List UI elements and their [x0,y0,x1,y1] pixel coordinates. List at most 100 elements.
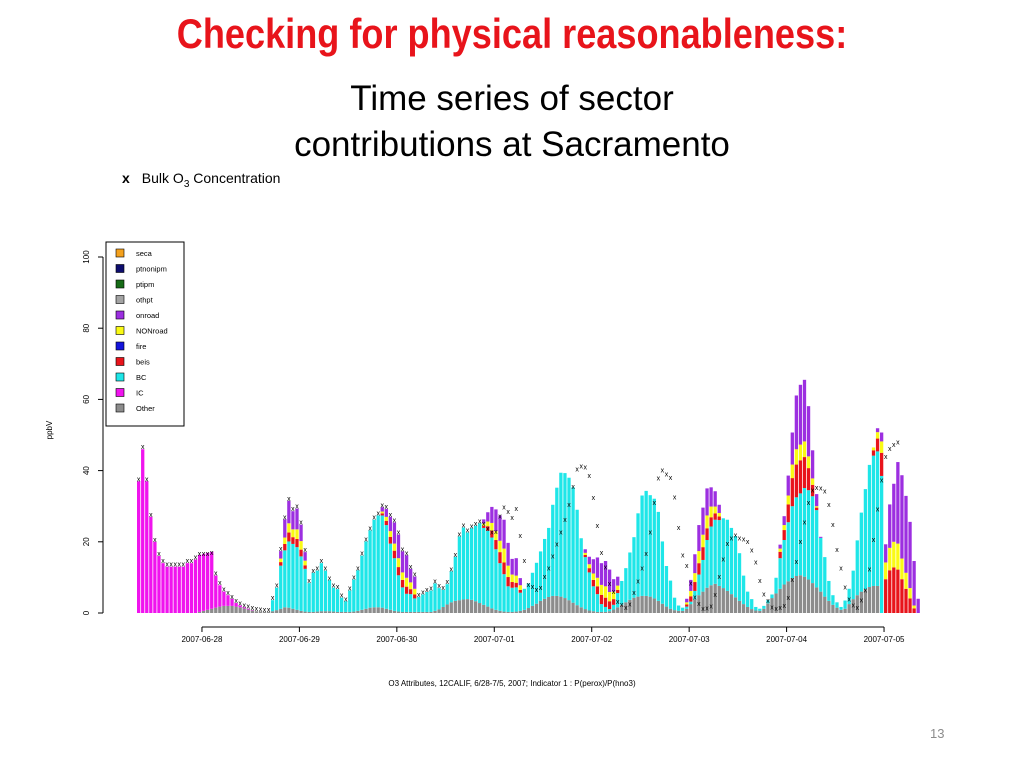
bar-segment-other [583,609,587,613]
bar-segment-other [591,611,596,613]
bar-segment-nonroad [806,456,811,469]
bar-segment-bc [766,600,770,604]
bar-segment-beis [409,589,413,595]
bulk-o3-marker: x [701,606,705,613]
bar-segment-other [823,596,827,613]
bulk-o3-marker: x [401,546,405,553]
bulk-o3-marker: x [531,584,535,591]
bar-segment-bc [465,532,470,600]
bar-segment-onroad [396,534,401,559]
bar-segment-bc [299,556,303,611]
bar-segment-other [242,608,246,613]
bar-segment-onroad [790,432,794,465]
bar-segment-bc [879,475,884,613]
bar-segment-other [327,611,332,613]
bar-segment-other [340,611,344,613]
bar-segment-bc [372,519,376,608]
bar-segment-bc [575,509,579,606]
bulk-o3-marker: x [778,605,782,612]
bulk-o3-marker: x [291,506,295,513]
bulk-o3-marker: x [575,466,579,473]
bar-segment-nonroad [291,529,295,538]
bar-segment-onroad [896,462,900,544]
bar-segment-bc [632,537,636,598]
bar-segment-beis [810,484,815,497]
bulk-o3-marker: x [255,606,259,613]
bar-segment-bc [360,555,364,610]
bar-segment-bc [559,472,563,597]
bulk-o3-marker: x [661,467,665,474]
bulk-o3-marker: x [316,566,320,573]
bar-segment-bc [603,606,608,612]
bar-segment-other [494,609,498,613]
bar-segment-nonroad [713,506,717,514]
bar-segment-onroad [786,475,790,496]
bulk-o3-marker: x [238,601,242,608]
bar-segment-bc [729,527,734,595]
bar-segment-other [218,606,222,613]
bar-segment-bc [538,551,543,601]
bar-segment-beis [591,579,596,587]
bar-segment-ic [141,449,145,613]
legend-label: ptipm [136,280,154,289]
bar-segment-bc [417,596,421,612]
bar-segment-nonroad [482,523,486,526]
bulk-o3-marker: x [409,564,413,571]
bar-segment-ic [238,605,242,608]
bar-segment-onroad [798,384,803,445]
bar-segment-bc [685,606,689,609]
bar-segment-beis [498,552,502,564]
bulk-o3-marker: x [677,525,681,532]
bar-segment-nonroad [404,577,409,587]
bar-segment-bc [340,597,344,612]
bar-segment-bc [413,598,417,612]
bar-segment-other [847,604,851,613]
bar-segment-nonroad [494,531,498,541]
bulk-o3-marker: x [482,521,486,528]
bar-segment-other [534,603,539,613]
bulk-o3-marker: x [665,471,669,478]
bar-segment-onroad [778,544,782,549]
bar-segment-other [482,604,486,613]
bar-segment-bc [595,594,600,612]
bulk-o3-marker: x [194,555,198,562]
bar-segment-beis [400,579,405,588]
bar-segment-onroad [607,569,612,592]
bulk-o3-marker: x [827,502,831,509]
legend-swatch [115,326,125,335]
bulk-o3-marker: x [218,580,222,587]
bulk-o3-marker: x [730,535,734,542]
bar-segment-onroad [518,578,522,586]
bar-segment-other [705,587,709,613]
bar-segment-other [514,611,518,613]
bar-segment-other [871,585,876,613]
bar-segment-onroad [388,516,393,532]
bulk-o3-marker: x [888,446,892,453]
bulk-o3-marker: x [543,574,547,581]
bar-segment-other [863,589,868,613]
bar-segment-beis [904,588,908,613]
bulk-o3-marker: x [242,602,246,609]
bar-segment-nonroad [295,529,299,539]
bar-segment-bc [599,604,604,612]
bar-segment-bc [591,586,596,612]
bar-segment-bc [380,515,384,608]
bar-segment-other [746,606,750,613]
bar-segment-bc [587,572,591,611]
y-tick-label: 20 [82,537,91,546]
bar-segment-beis [888,570,892,613]
bar-segment-other [672,610,677,613]
bulk-o3-marker: x [843,585,847,592]
bar-segment-bc [494,549,498,610]
legend-swatch [115,372,125,382]
bulk-o3-marker: x [441,585,445,592]
bar-segment-ic [222,591,226,606]
bar-segment-other [713,583,717,613]
bulk-o3-marker: x [892,442,896,449]
bar-segment-ic [206,552,210,610]
bulk-o3-marker: x [226,590,230,597]
bar-segment-other [299,610,303,613]
bar-segment-nonroad [709,506,713,518]
bulk-o3-marker: x [681,552,685,559]
